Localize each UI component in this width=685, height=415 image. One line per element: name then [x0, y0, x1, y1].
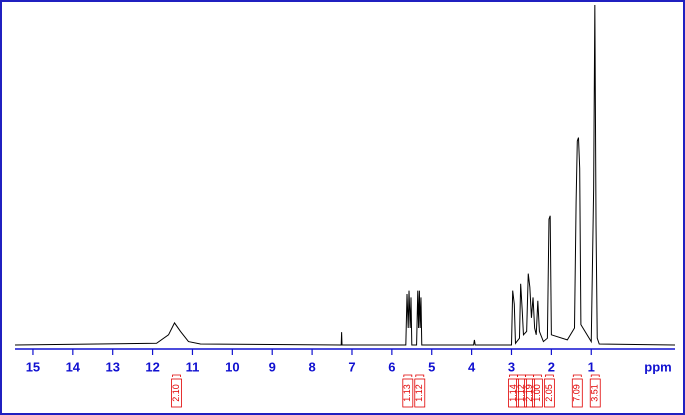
- integral-label: 7.09: [572, 384, 582, 402]
- x-tick-label: 13: [105, 359, 119, 374]
- integral-box: [516, 378, 527, 408]
- x-tick-label: 9: [269, 359, 276, 374]
- integral-bracket: [572, 374, 582, 377]
- integral-label: 3.51: [590, 384, 600, 402]
- integral-box: [589, 378, 601, 408]
- integral-label: 2.19: [524, 384, 534, 402]
- integral-box: [524, 378, 535, 408]
- integral-bracket: [544, 374, 554, 377]
- x-tick-label: 10: [225, 359, 239, 374]
- x-tick-label: 15: [26, 359, 40, 374]
- x-tick-label: 1: [588, 359, 595, 374]
- integral-box: [508, 378, 519, 408]
- x-axis-label: ppm: [644, 359, 671, 374]
- integral-label: 2.10: [171, 384, 181, 402]
- x-tick-label: 7: [348, 359, 355, 374]
- x-tick-label: 11: [186, 359, 200, 374]
- x-tick-label: 4: [468, 359, 476, 374]
- integral-label: 1.13: [402, 384, 412, 402]
- integral-bracket: [415, 374, 425, 377]
- integral-box: [571, 378, 583, 408]
- x-tick-label: 3: [508, 359, 515, 374]
- integral-box: [532, 378, 543, 408]
- integral-box: [414, 378, 426, 408]
- integral-label: 1.14: [508, 384, 518, 402]
- x-tick-label: 14: [66, 359, 81, 374]
- x-tick-label: 2: [548, 359, 555, 374]
- x-tick-label: 6: [388, 359, 395, 374]
- integral-bracket: [590, 374, 600, 377]
- integral-label: 1.12: [414, 384, 424, 402]
- integral-label: 2.05: [544, 384, 554, 402]
- integral-label: 1.12: [516, 384, 526, 402]
- integral-label: 1.00: [532, 384, 542, 402]
- x-tick-label: 12: [145, 359, 159, 374]
- integral-bracket: [533, 374, 542, 377]
- spectrum-line: [14, 4, 676, 346]
- x-tick-label: 8: [308, 359, 315, 374]
- integral-box: [402, 378, 414, 408]
- integral-bracket: [403, 374, 413, 377]
- x-tick-label: 5: [428, 359, 435, 374]
- integral-bracket: [172, 374, 181, 377]
- integral-box: [543, 378, 555, 408]
- integral-box: [171, 378, 182, 408]
